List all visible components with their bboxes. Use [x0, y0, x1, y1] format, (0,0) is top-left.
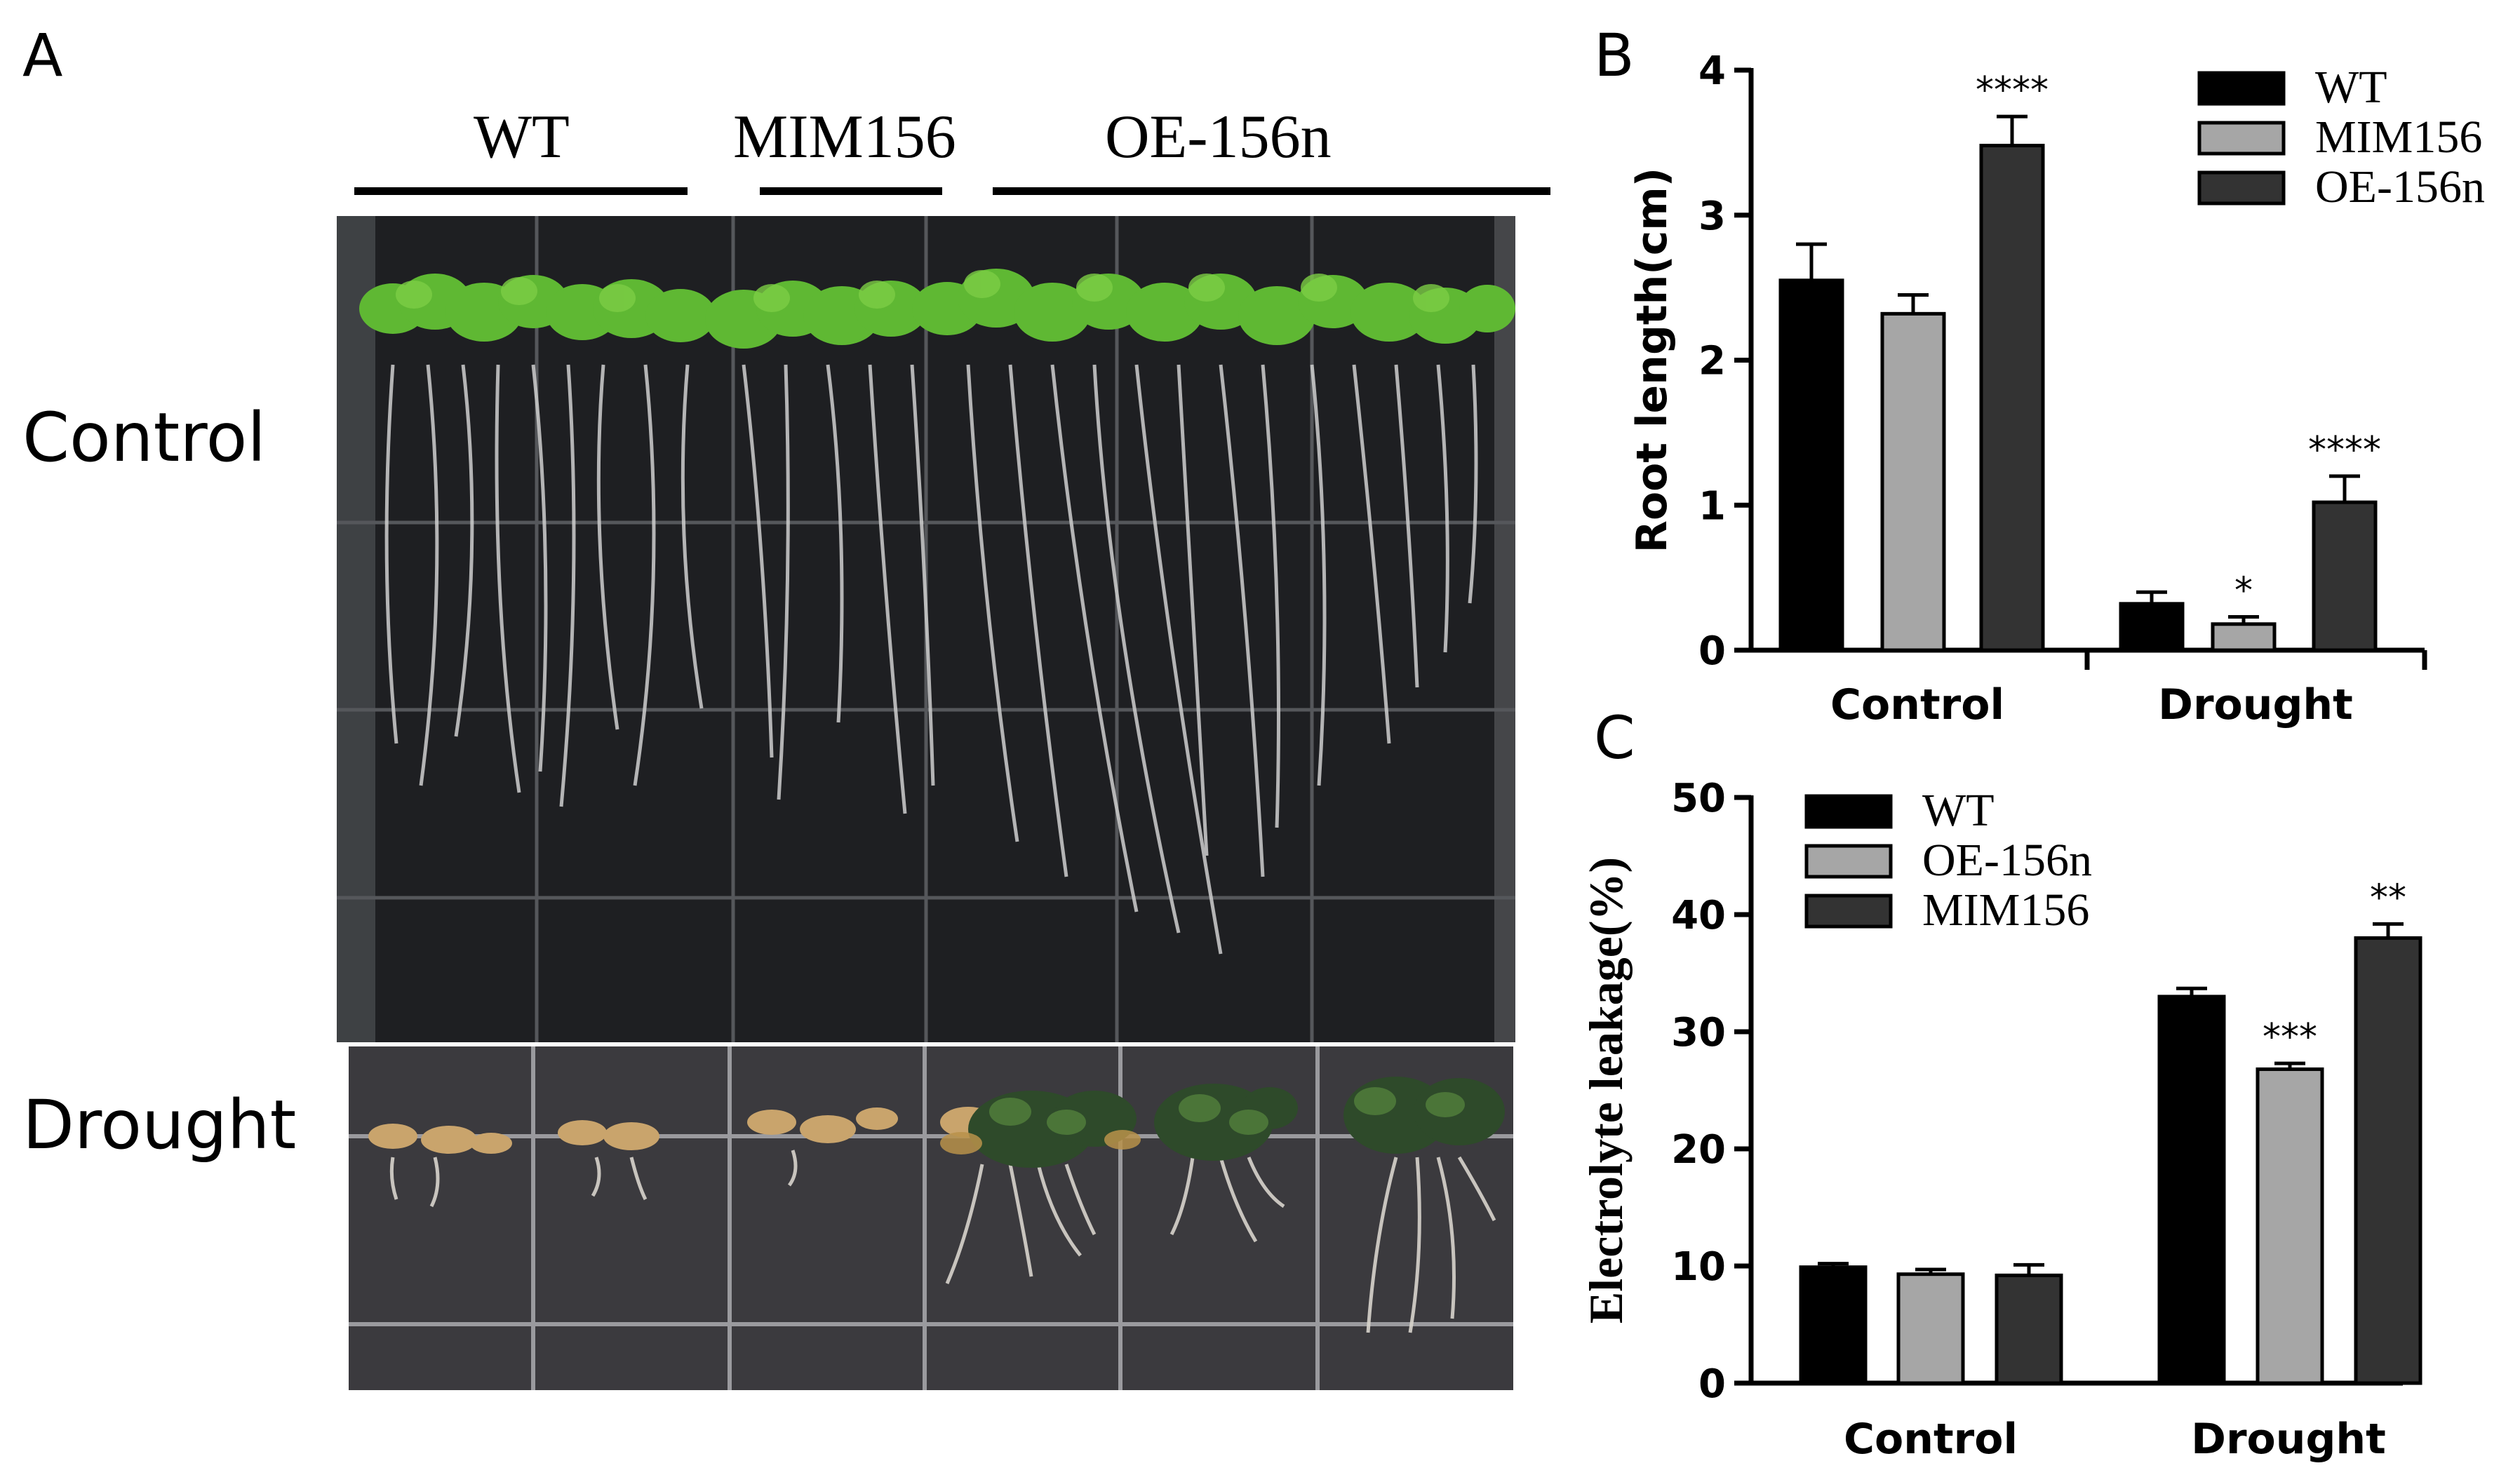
- drought-plate-grid: [349, 1046, 1513, 1390]
- genotype-label-mim156: MIM156: [733, 103, 956, 171]
- significance-stars: ***: [2263, 1016, 2317, 1058]
- control-leaves-highlight: [396, 270, 1449, 312]
- significance-stars: ****: [1976, 69, 2049, 112]
- bar-wt-control: [1799, 1265, 1868, 1385]
- bar-wt-drought: [2119, 602, 2185, 652]
- category-label-drought: Drought: [2158, 680, 2353, 729]
- category-label-control: Control: [1844, 1415, 2018, 1464]
- genotype-underline-wt: [354, 187, 688, 195]
- panel-c-letter: C: [1594, 703, 1635, 772]
- bar-mim156-drought: [2354, 936, 2422, 1385]
- genotype-underline-mim156: [760, 187, 942, 195]
- bar-mim156-control: [1995, 1273, 2063, 1385]
- bar-oe156n-control: [1979, 144, 2045, 652]
- legend-swatch: [1804, 794, 1893, 829]
- legend-swatch: [2197, 71, 2286, 106]
- legend-label: MIM156: [1922, 884, 2089, 936]
- legend-swatch: [1804, 894, 1893, 929]
- y-tick-label: 30: [1671, 1010, 1726, 1056]
- legend-label: WT: [2315, 62, 2387, 113]
- drought-plate-photo: [349, 1046, 1513, 1390]
- bar-oe156n-drought: [2312, 500, 2378, 652]
- y-tick-label: 10: [1671, 1244, 1726, 1290]
- panel-b-letter: B: [1594, 21, 1635, 90]
- significance-stars: *: [2234, 570, 2253, 612]
- row-label-control: Control: [22, 398, 267, 477]
- y-tick-label: 20: [1671, 1127, 1726, 1173]
- y-tick-label: 50: [1671, 776, 1726, 821]
- y-axis-label: Root length(cm): [1628, 168, 1677, 553]
- control-plate-photo: [337, 216, 1515, 1042]
- bar-oe156n-drought: [2256, 1067, 2324, 1385]
- genotype-label-oe156n: OE-156n: [1105, 103, 1332, 171]
- y-tick-label: 0: [1698, 628, 1726, 674]
- y-tick-label: 1: [1698, 483, 1726, 529]
- control-plate-edge-right: [1494, 216, 1515, 1042]
- bar-wt-drought: [2157, 995, 2226, 1385]
- category-label-control: Control: [1830, 680, 2004, 729]
- y-tick-label: 0: [1698, 1361, 1726, 1407]
- drought-roots: [389, 1150, 1496, 1333]
- y-tick-label: 40: [1671, 893, 1726, 938]
- y-tick-label: 4: [1698, 48, 1726, 94]
- legend-label: OE-156n: [1922, 835, 2092, 886]
- y-tick-label: 3: [1698, 194, 1726, 239]
- legend-swatch: [2197, 170, 2286, 206]
- drought-green-highlights: [989, 1087, 1465, 1135]
- panel-a-letter: A: [22, 21, 63, 90]
- significance-stars: **: [2370, 877, 2406, 919]
- category-label-drought: Drought: [2191, 1415, 2386, 1464]
- significance-stars: ****: [2308, 429, 2381, 471]
- y-axis-label: Electrolyte leakage(%): [1579, 857, 1633, 1324]
- bar-oe156n-control: [1896, 1272, 1965, 1385]
- bar-wt-control: [1778, 278, 1844, 652]
- genotype-label-wt: WT: [474, 103, 570, 171]
- drought-yellowed-edges: [940, 1130, 1141, 1154]
- legend-label: MIM156: [2315, 112, 2482, 163]
- legend-label: OE-156n: [2315, 161, 2485, 213]
- row-label-drought: Drought: [22, 1086, 297, 1164]
- legend-swatch: [1804, 844, 1893, 879]
- control-roots: [384, 364, 1478, 955]
- bar-mim156-drought: [2211, 622, 2277, 652]
- control-plate-edge-left: [337, 216, 375, 1042]
- genotype-underline-oe156n: [993, 187, 1550, 195]
- legend-swatch: [2197, 121, 2286, 156]
- y-tick-label: 2: [1698, 339, 1726, 384]
- bar-mim156-control: [1880, 311, 1946, 652]
- legend-label: WT: [1922, 785, 1995, 836]
